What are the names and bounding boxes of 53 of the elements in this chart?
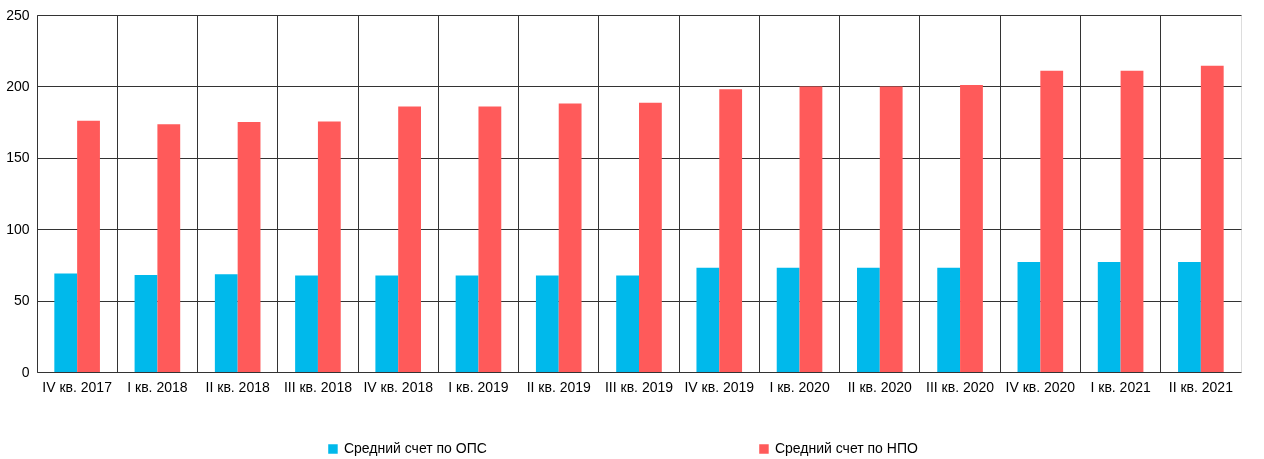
bar bbox=[799, 86, 823, 372]
x-tick-label: II кв. 2018 bbox=[205, 378, 270, 395]
bar bbox=[960, 84, 983, 372]
bar bbox=[719, 89, 743, 372]
bar bbox=[134, 274, 158, 372]
x-tick-label: I кв. 2018 bbox=[127, 378, 188, 395]
y-tick-label: 0 bbox=[21, 363, 30, 380]
bar bbox=[77, 120, 100, 372]
bar bbox=[54, 273, 78, 372]
x-tick-label: I кв. 2020 bbox=[769, 378, 830, 395]
bar bbox=[535, 275, 559, 372]
bar bbox=[776, 267, 800, 372]
bar bbox=[616, 275, 639, 372]
x-tick-label: IV кв. 2017 bbox=[42, 378, 113, 395]
bar bbox=[455, 275, 479, 372]
legend-label: Средний счет по ОПС bbox=[343, 440, 487, 456]
bar bbox=[478, 106, 502, 372]
bar bbox=[1097, 262, 1121, 372]
x-tick-label: III кв. 2018 bbox=[283, 378, 353, 395]
bar bbox=[295, 275, 318, 372]
x-tick-label: IV кв. 2019 bbox=[684, 378, 755, 395]
x-tick-label: II кв. 2021 bbox=[1168, 378, 1234, 395]
bar bbox=[696, 267, 720, 372]
legend-label: Средний счет по НПО bbox=[774, 440, 918, 456]
bar bbox=[639, 102, 662, 372]
x-tick-label: II кв. 2020 bbox=[847, 378, 913, 395]
bar bbox=[1178, 262, 1201, 372]
x-tick-label: II кв. 2019 bbox=[526, 378, 592, 395]
bar bbox=[1040, 70, 1064, 372]
bar bbox=[237, 122, 261, 372]
x-tick-label: IV кв. 2018 bbox=[363, 378, 434, 395]
bar bbox=[937, 267, 961, 372]
y-tick-label: 50 bbox=[13, 292, 30, 309]
y-tick-label: 150 bbox=[6, 149, 30, 166]
bar bbox=[214, 274, 238, 372]
x-tick-label: I кв. 2019 bbox=[448, 378, 509, 395]
x-tick-label: I кв. 2021 bbox=[1090, 378, 1151, 395]
y-tick-label: 250 bbox=[6, 6, 30, 23]
x-tick-label: III кв. 2019 bbox=[604, 378, 674, 395]
bar bbox=[317, 121, 341, 372]
y-tick-label: 200 bbox=[6, 77, 30, 94]
bar bbox=[157, 124, 181, 372]
bar bbox=[1200, 65, 1224, 372]
bar bbox=[1120, 70, 1144, 372]
x-tick-label: III кв. 2020 bbox=[926, 378, 995, 395]
x-tick-label: IV кв. 2020 bbox=[1005, 378, 1076, 395]
y-tick-label: 100 bbox=[6, 220, 30, 237]
bar bbox=[879, 86, 903, 372]
bar bbox=[558, 103, 582, 372]
bar bbox=[375, 275, 399, 372]
bar bbox=[398, 106, 421, 372]
bar bbox=[1017, 262, 1041, 372]
bar bbox=[857, 267, 880, 372]
